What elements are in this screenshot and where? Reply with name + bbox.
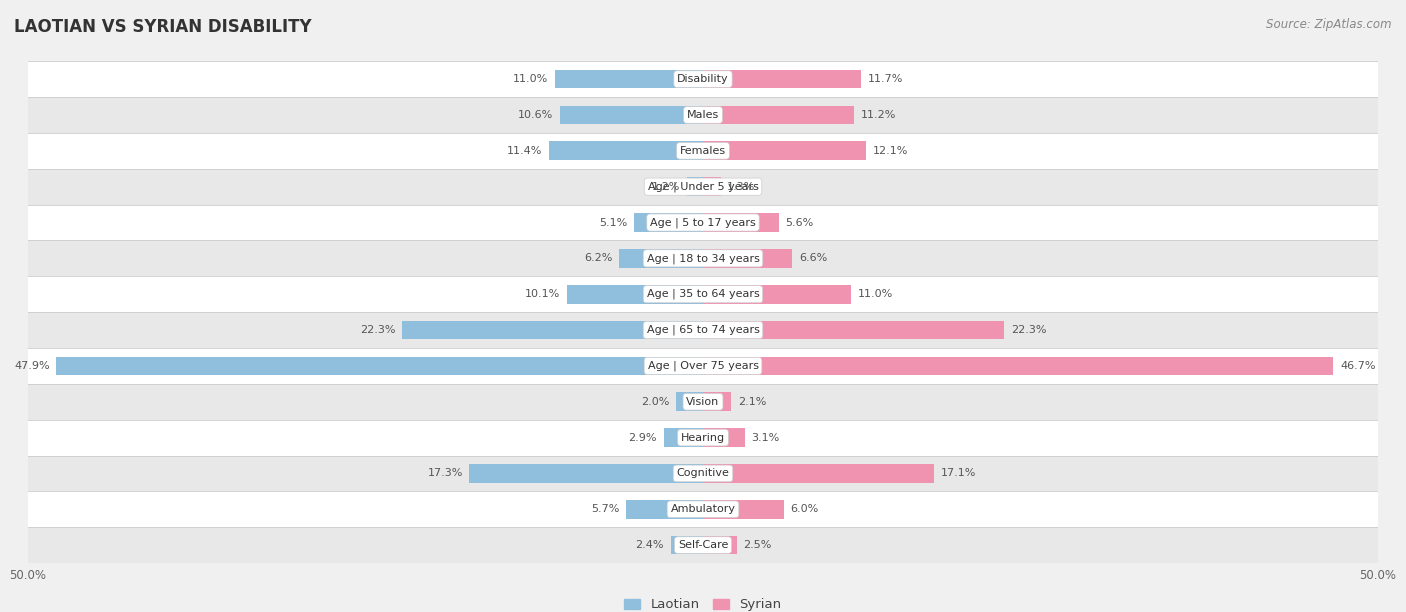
Text: Age | 65 to 74 years: Age | 65 to 74 years bbox=[647, 325, 759, 335]
Text: 2.1%: 2.1% bbox=[738, 397, 766, 407]
Bar bbox=[703, 428, 745, 447]
Bar bbox=[703, 357, 1333, 375]
Text: Disability: Disability bbox=[678, 74, 728, 84]
Bar bbox=[671, 536, 703, 554]
Bar bbox=[703, 141, 866, 160]
Text: 6.6%: 6.6% bbox=[799, 253, 827, 263]
Text: 2.9%: 2.9% bbox=[628, 433, 657, 442]
Bar bbox=[560, 106, 703, 124]
Text: 1.2%: 1.2% bbox=[651, 182, 681, 192]
Bar bbox=[28, 169, 1378, 204]
Text: Age | 35 to 64 years: Age | 35 to 64 years bbox=[647, 289, 759, 299]
Bar bbox=[28, 384, 1378, 420]
Text: 2.0%: 2.0% bbox=[641, 397, 669, 407]
Bar bbox=[554, 70, 703, 89]
Bar bbox=[28, 241, 1378, 276]
Text: 22.3%: 22.3% bbox=[360, 325, 395, 335]
Text: 1.3%: 1.3% bbox=[727, 182, 755, 192]
Text: 22.3%: 22.3% bbox=[1011, 325, 1046, 335]
Bar bbox=[626, 500, 703, 518]
Bar bbox=[28, 420, 1378, 455]
Bar bbox=[703, 249, 792, 267]
Text: 11.0%: 11.0% bbox=[858, 289, 893, 299]
Legend: Laotian, Syrian: Laotian, Syrian bbox=[619, 593, 787, 612]
Bar bbox=[28, 527, 1378, 563]
Bar bbox=[28, 204, 1378, 241]
Text: 12.1%: 12.1% bbox=[873, 146, 908, 156]
Text: 11.4%: 11.4% bbox=[508, 146, 543, 156]
Text: 6.2%: 6.2% bbox=[583, 253, 613, 263]
Text: 17.1%: 17.1% bbox=[941, 468, 976, 479]
Text: LAOTIAN VS SYRIAN DISABILITY: LAOTIAN VS SYRIAN DISABILITY bbox=[14, 18, 312, 36]
Bar bbox=[402, 321, 703, 340]
Text: Ambulatory: Ambulatory bbox=[671, 504, 735, 514]
Bar bbox=[28, 348, 1378, 384]
Text: 11.2%: 11.2% bbox=[860, 110, 896, 120]
Bar bbox=[28, 61, 1378, 97]
Text: 11.0%: 11.0% bbox=[513, 74, 548, 84]
Bar bbox=[703, 321, 1004, 340]
Bar bbox=[703, 500, 785, 518]
Text: 3.1%: 3.1% bbox=[752, 433, 780, 442]
Bar bbox=[28, 312, 1378, 348]
Text: Vision: Vision bbox=[686, 397, 720, 407]
Bar bbox=[703, 285, 852, 304]
Text: 5.6%: 5.6% bbox=[786, 217, 814, 228]
Bar bbox=[703, 536, 737, 554]
Bar bbox=[619, 249, 703, 267]
Text: 5.1%: 5.1% bbox=[599, 217, 627, 228]
Bar bbox=[567, 285, 703, 304]
Text: Males: Males bbox=[688, 110, 718, 120]
Text: Source: ZipAtlas.com: Source: ZipAtlas.com bbox=[1267, 18, 1392, 31]
Bar bbox=[703, 213, 779, 232]
Text: 10.6%: 10.6% bbox=[517, 110, 553, 120]
Text: 46.7%: 46.7% bbox=[1340, 361, 1375, 371]
Bar bbox=[664, 428, 703, 447]
Bar bbox=[703, 464, 934, 483]
Bar bbox=[676, 392, 703, 411]
Bar bbox=[703, 70, 860, 89]
Bar bbox=[686, 177, 703, 196]
Bar bbox=[703, 177, 720, 196]
Text: Self-Care: Self-Care bbox=[678, 540, 728, 550]
Text: Hearing: Hearing bbox=[681, 433, 725, 442]
Bar bbox=[703, 392, 731, 411]
Text: 47.9%: 47.9% bbox=[14, 361, 49, 371]
Bar bbox=[56, 357, 703, 375]
Bar bbox=[28, 491, 1378, 527]
Text: 10.1%: 10.1% bbox=[524, 289, 560, 299]
Bar bbox=[634, 213, 703, 232]
Text: 17.3%: 17.3% bbox=[427, 468, 463, 479]
Text: Age | 5 to 17 years: Age | 5 to 17 years bbox=[650, 217, 756, 228]
Text: 2.5%: 2.5% bbox=[744, 540, 772, 550]
Text: Age | Under 5 years: Age | Under 5 years bbox=[648, 181, 758, 192]
Bar bbox=[28, 276, 1378, 312]
Text: Age | 18 to 34 years: Age | 18 to 34 years bbox=[647, 253, 759, 264]
Bar bbox=[550, 141, 703, 160]
Text: 5.7%: 5.7% bbox=[591, 504, 619, 514]
Bar bbox=[470, 464, 703, 483]
Text: Age | Over 75 years: Age | Over 75 years bbox=[648, 360, 758, 371]
Text: 6.0%: 6.0% bbox=[790, 504, 818, 514]
Bar bbox=[703, 106, 855, 124]
Text: 11.7%: 11.7% bbox=[868, 74, 903, 84]
Bar bbox=[28, 133, 1378, 169]
Text: Females: Females bbox=[681, 146, 725, 156]
Bar bbox=[28, 455, 1378, 491]
Bar bbox=[28, 97, 1378, 133]
Text: Cognitive: Cognitive bbox=[676, 468, 730, 479]
Text: 2.4%: 2.4% bbox=[636, 540, 664, 550]
